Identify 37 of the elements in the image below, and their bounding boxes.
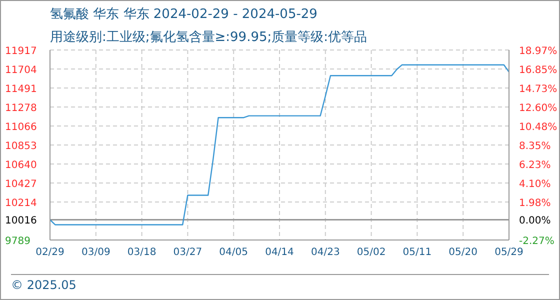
y2-tick-label: 8.35% bbox=[519, 141, 551, 152]
y2-tick-label: 16.85% bbox=[519, 64, 558, 76]
y2-tick-label: 4.10% bbox=[519, 179, 551, 190]
chart-subtitle: 用途级别:工业级;氟化氢含量≥:99.95;质量等级:优等品 bbox=[50, 29, 368, 46]
y-tick-label: 11917 bbox=[5, 46, 37, 57]
y2-tick-label: 0.00% bbox=[519, 216, 551, 227]
x-tick-label: 03/09 bbox=[81, 247, 110, 258]
y2-tick-label: 18.97% bbox=[519, 46, 558, 57]
x-tick-label: 05/11 bbox=[402, 247, 432, 258]
y-tick-label: 10640 bbox=[5, 160, 37, 172]
x-tick-label: 03/27 bbox=[173, 247, 202, 258]
y2-tick-label: 12.60% bbox=[519, 102, 558, 114]
x-tick-label: 05/20 bbox=[448, 247, 478, 258]
x-tick-label: 04/14 bbox=[265, 247, 294, 258]
y-tick-label: 9789 bbox=[5, 236, 30, 247]
y-tick-label: 10016 bbox=[5, 216, 37, 227]
y-tick-label: 11066 bbox=[5, 122, 37, 133]
x-tick-label: 05/02 bbox=[356, 247, 386, 258]
y2-tick-label: -2.27% bbox=[519, 236, 554, 247]
x-tick-label: 03/18 bbox=[127, 247, 156, 258]
x-tick-label: 04/23 bbox=[310, 247, 340, 258]
line-series bbox=[50, 64, 509, 226]
y-tick-label: 11704 bbox=[5, 65, 37, 76]
y2-tick-label: 1.98% bbox=[519, 198, 551, 209]
text: © 2025.05 bbox=[11, 278, 76, 292]
chart-title: 氢氟酸 华东 华东 2024-02-29 - 2024-05-29 bbox=[50, 6, 318, 23]
y-tick-label: 11491 bbox=[5, 84, 37, 96]
x-tick-label: 05/29 bbox=[494, 247, 524, 258]
y2-tick-label: 10.48% bbox=[519, 122, 558, 133]
x-tick-label: 02/29 bbox=[36, 247, 64, 258]
y2-tick-label: 6.23% bbox=[519, 160, 551, 171]
y-tick-label: 10214 bbox=[5, 198, 37, 210]
y-tick-label: 10427 bbox=[5, 179, 37, 190]
y-tick-label: 10853 bbox=[5, 141, 37, 152]
y2-tick-label: 14.73% bbox=[519, 84, 558, 95]
y-tick-label: 11278 bbox=[5, 103, 37, 114]
x-tick-label: 04/05 bbox=[219, 247, 248, 258]
